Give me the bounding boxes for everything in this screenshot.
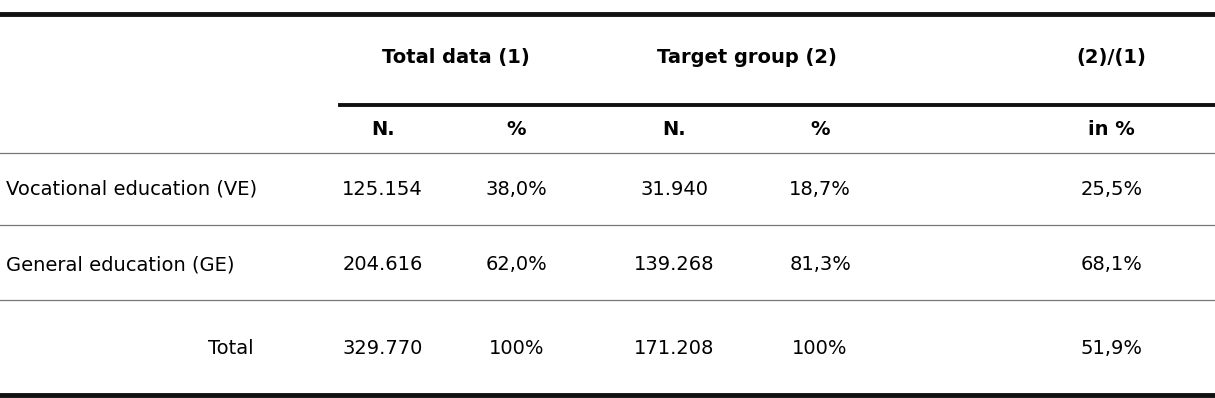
Text: 139.268: 139.268 — [634, 255, 714, 274]
Text: 171.208: 171.208 — [634, 339, 714, 358]
Text: Total data (1): Total data (1) — [382, 48, 530, 67]
Text: 38,0%: 38,0% — [486, 179, 547, 199]
Text: 204.616: 204.616 — [343, 255, 423, 274]
Text: N.: N. — [371, 120, 395, 139]
Text: in %: in % — [1089, 120, 1135, 139]
Text: 18,7%: 18,7% — [790, 179, 850, 199]
Text: 125.154: 125.154 — [343, 179, 423, 199]
Text: N.: N. — [662, 120, 686, 139]
Text: 68,1%: 68,1% — [1081, 255, 1142, 274]
Text: Vocational education (VE): Vocational education (VE) — [6, 179, 258, 199]
Text: %: % — [810, 120, 830, 139]
Text: Target group (2): Target group (2) — [657, 48, 837, 67]
Text: 100%: 100% — [792, 339, 848, 358]
Text: 31.940: 31.940 — [640, 179, 708, 199]
Text: 81,3%: 81,3% — [790, 255, 850, 274]
Text: %: % — [507, 120, 526, 139]
Text: 51,9%: 51,9% — [1080, 339, 1143, 358]
Text: 100%: 100% — [488, 339, 544, 358]
Text: General education (GE): General education (GE) — [6, 255, 234, 274]
Text: 329.770: 329.770 — [343, 339, 423, 358]
Text: (2)/(1): (2)/(1) — [1076, 48, 1147, 67]
Text: 25,5%: 25,5% — [1080, 179, 1143, 199]
Text: 62,0%: 62,0% — [486, 255, 547, 274]
Text: Total: Total — [208, 339, 254, 358]
